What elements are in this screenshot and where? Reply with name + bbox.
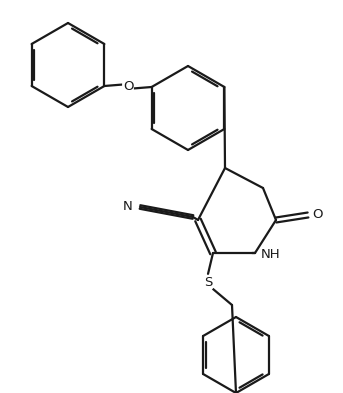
Text: NH: NH [261, 248, 281, 261]
Text: N: N [123, 200, 133, 213]
Text: O: O [312, 209, 322, 222]
Text: S: S [204, 275, 212, 288]
Text: O: O [123, 80, 133, 93]
